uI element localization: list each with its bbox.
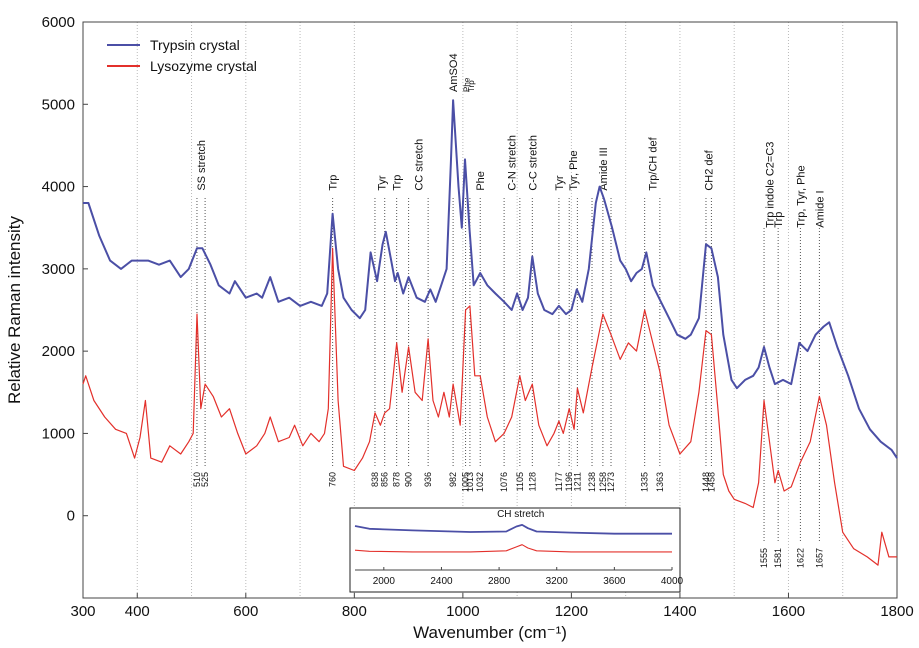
peak-label: 760 [328, 472, 338, 487]
y-tick-label: 4000 [42, 179, 75, 196]
legend-label: Trypsin crystal [150, 37, 240, 53]
inset-label: CH stretch [497, 509, 544, 520]
peak-label: 936 [423, 472, 433, 487]
peak-label: 510 [192, 472, 202, 487]
peak-label: 1581 [773, 548, 783, 568]
peak-label: 838 [370, 472, 380, 487]
series-line [83, 99, 898, 459]
legend-label: Lysozyme crystal [150, 58, 257, 74]
peak-label: 1128 [527, 472, 537, 491]
inset-tick-label: 3600 [603, 576, 626, 587]
peak-label: 1273 [606, 472, 616, 492]
inset-tick-label: 3200 [546, 576, 569, 587]
peak-label: 1076 [499, 472, 509, 492]
peak-annotation: C-C stretch [527, 135, 539, 191]
peak-annotation: C-N stretch [507, 135, 519, 191]
x-tick-label: 1200 [555, 603, 588, 620]
peak-label: 1211 [572, 472, 582, 491]
peak-annotation: CC stretch [413, 139, 425, 191]
x-tick-label: 600 [233, 603, 258, 620]
x-tick-label: 1800 [880, 603, 913, 620]
peak-label: 1177 [554, 472, 564, 491]
inset-frame [349, 507, 681, 593]
peak-label: 900 [404, 472, 414, 487]
peak-annotation: Tyr [554, 175, 566, 191]
peak-annotation: Phe [475, 171, 487, 191]
y-tick-label: 3000 [42, 261, 75, 278]
peak-annotation: SS stretch [196, 140, 208, 191]
peak-label: 878 [392, 472, 402, 487]
peak-annotation: Trp, Tyr, Phe [795, 165, 807, 227]
peak-annotation: Trp [392, 175, 404, 191]
x-tick-label: 800 [342, 603, 367, 620]
peak-annotation: Trp [467, 80, 476, 92]
peak-label: 525 [200, 472, 210, 487]
peak-annotation: Trp/CH def [647, 136, 659, 190]
x-tick-label: 1400 [663, 603, 696, 620]
peak-label: 1238 [587, 472, 597, 492]
peak-annotation: Trp [773, 212, 785, 228]
series-line [82, 247, 897, 566]
peak-label: 1196 [564, 472, 574, 491]
peak-label: 1032 [475, 472, 485, 492]
peak-label: 1555 [759, 548, 769, 568]
peak-label: 1657 [814, 548, 824, 568]
peak-annotation: Phe [463, 77, 472, 92]
peak-label: 856 [380, 472, 390, 487]
peak-annotation: Trp indole C2=C3 [764, 142, 776, 228]
inset-tick-label: 2800 [488, 576, 511, 587]
x-tick-label: 400 [125, 603, 150, 620]
peak-label: 1105 [515, 472, 525, 491]
x-tick-label: 1600 [772, 603, 805, 620]
peak-label: 1013 [465, 472, 475, 492]
peak-annotation: Trp [328, 175, 340, 191]
plot-frame [82, 21, 898, 599]
y-tick-label: 2000 [42, 343, 75, 360]
x-tick-label: 1000 [446, 603, 479, 620]
peak-annotation: AmSO4 [448, 53, 460, 92]
peak-label: 1363 [655, 472, 665, 492]
inset-line [354, 544, 672, 553]
peak-annotation: Tyr, Phe [568, 150, 580, 190]
peak-annotation: CH2 def [704, 149, 716, 190]
peak-annotation: Tyr [376, 175, 388, 191]
peak-label: 1448 [701, 472, 711, 492]
y-tick-label: 0 [67, 508, 75, 525]
peak-label: 1622 [795, 548, 805, 568]
y-tick-label: 1000 [42, 425, 75, 442]
peak-label: 1335 [640, 472, 650, 492]
peak-label: 1005 [461, 472, 471, 492]
inset-tick-label: 4000 [661, 576, 684, 587]
y-tick-label: 5000 [42, 96, 75, 113]
y-tick-label: 6000 [42, 14, 75, 31]
peak-label: 982 [448, 472, 458, 487]
peak-label: 1458 [706, 472, 716, 492]
x-tick-label: 300 [70, 603, 95, 620]
peak-annotation: Amide III [598, 147, 610, 190]
x-axis-label: Wavenumber (cm⁻¹) [413, 623, 567, 642]
inset-tick-label: 2400 [430, 576, 453, 587]
inset-tick-label: 2000 [373, 576, 396, 587]
peak-annotation: Amide I [814, 190, 826, 227]
y-axis-label: Relative Raman intensity [5, 215, 24, 404]
peak-label: 1258 [598, 472, 608, 492]
inset-line [354, 524, 672, 535]
